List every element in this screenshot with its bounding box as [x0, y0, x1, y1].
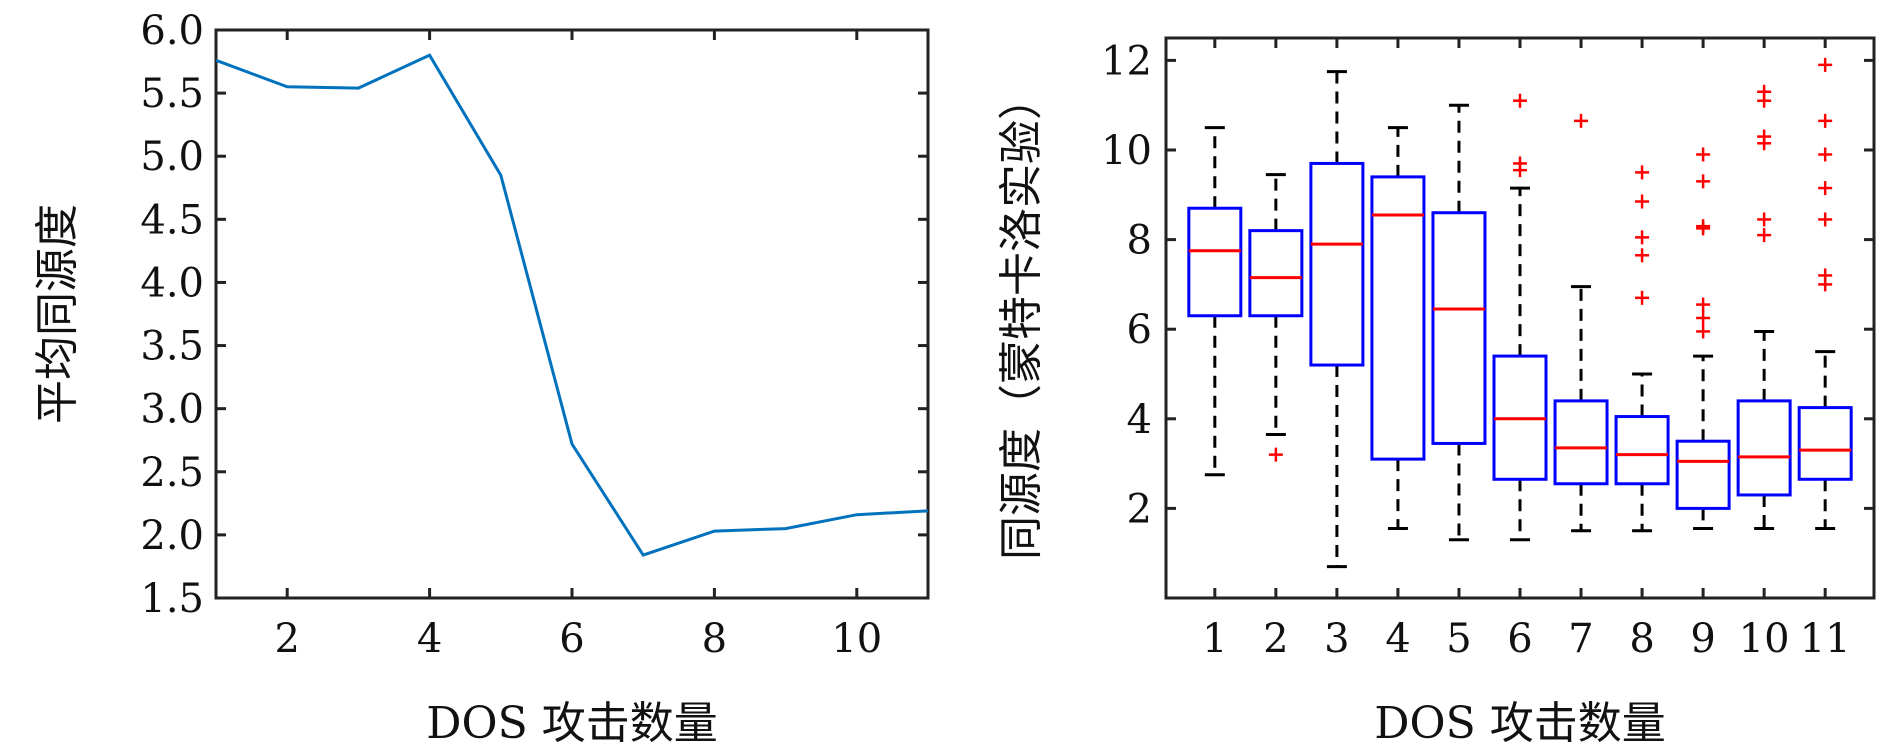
left-y-axis-label: 平均同源度 — [32, 204, 83, 424]
outlier-marker — [1696, 297, 1711, 312]
outlier-marker — [1513, 156, 1527, 171]
line-chart-panel: 1.5 2.0 2.5 3.0 3.5 4.0 4.5 5.0 5.5 6.0 2 4 6 8 10 DOS… — [32, 8, 930, 749]
x-tick-label: 7 — [1568, 616, 1593, 662]
iqr-box — [1736, 399, 1792, 497]
outlier-marker — [1757, 129, 1772, 144]
y-tick-label: 5.0 — [140, 134, 204, 180]
line-chart-plot-area — [214, 28, 930, 600]
right-x-axis-label: DOS 攻击数量 — [1374, 698, 1665, 749]
iqr-box — [1370, 175, 1426, 461]
x-tick-label: 4 — [1385, 616, 1410, 662]
outlier-marker — [1818, 147, 1833, 162]
x-tick-label: 8 — [1629, 616, 1654, 662]
y-tick-label: 8 — [1127, 218, 1152, 264]
outlier-marker — [1818, 181, 1833, 196]
y-tick-label: 2.0 — [140, 513, 204, 559]
y-tick-label: 3.0 — [140, 387, 204, 433]
box-group — [1553, 113, 1609, 533]
x-tick-label: 2 — [1263, 616, 1288, 662]
x-tick-label: 10 — [1739, 616, 1790, 662]
box-group — [1431, 103, 1487, 542]
y-tick-label: 1.5 — [140, 576, 204, 622]
x-tick-label: 4 — [417, 616, 442, 662]
left-x-axis-label: DOS 攻击数量 — [426, 698, 717, 749]
y-tick-label: 4.0 — [140, 260, 204, 306]
right-y-axis-label: 同源度（蒙特卡洛实验） — [996, 76, 1047, 560]
y-tick-label: 12 — [1101, 38, 1152, 84]
outlier-marker — [1696, 324, 1711, 339]
y-tick-label: 6.0 — [140, 8, 204, 54]
iqr-box — [1675, 439, 1731, 510]
iqr-box — [1614, 415, 1670, 486]
x-tick-label: 1 — [1202, 616, 1227, 662]
box-group — [1675, 147, 1731, 531]
x-tick-label: 2 — [274, 616, 299, 662]
outlier-marker — [1635, 248, 1650, 263]
outlier-marker — [1635, 230, 1650, 245]
outlier-marker — [1574, 113, 1589, 128]
box-group — [1187, 126, 1243, 477]
box-group — [1614, 165, 1670, 533]
y-tick-label: 4.5 — [140, 197, 204, 243]
x-tick-label: 5 — [1446, 616, 1471, 662]
x-tick-label: 6 — [559, 616, 584, 662]
iqr-box — [1553, 399, 1609, 486]
y-tick-label: 3.5 — [140, 324, 204, 370]
x-tick-label: 8 — [702, 616, 727, 662]
x-tick-label: 9 — [1690, 616, 1715, 662]
outlier-marker — [1818, 212, 1833, 227]
box-plot-area — [1164, 36, 1876, 600]
outlier-marker — [1818, 113, 1833, 128]
y-tick-label: 6 — [1127, 307, 1152, 353]
box-group — [1736, 84, 1792, 531]
line-series-average-homology — [215, 53, 929, 557]
iqr-box — [1187, 206, 1243, 318]
outlier-marker — [1818, 57, 1833, 72]
outlier-marker — [1696, 219, 1711, 234]
iqr-box — [1797, 406, 1853, 481]
box-group — [1248, 173, 1304, 462]
outlier-marker — [1635, 165, 1650, 180]
outlier-marker — [1696, 174, 1711, 189]
y-tick-label: 4 — [1127, 397, 1152, 443]
outlier-marker — [1818, 268, 1833, 283]
x-tick-label: 3 — [1324, 616, 1349, 662]
outlier-marker — [1513, 93, 1527, 108]
outlier-marker — [1757, 212, 1772, 227]
x-tick-label: 6 — [1507, 616, 1532, 662]
box-group — [1309, 70, 1365, 569]
box-group — [1492, 93, 1548, 542]
y-tick-label: 2.5 — [140, 450, 204, 496]
outlier-marker — [1268, 447, 1283, 462]
iqr-box — [1431, 211, 1487, 445]
outlier-marker — [1635, 290, 1650, 305]
y-tick-label: 2 — [1127, 486, 1152, 532]
outlier-marker — [1696, 311, 1711, 325]
outlier-marker — [1696, 147, 1711, 162]
outlier-marker — [1635, 194, 1650, 209]
y-tick-label: 10 — [1101, 128, 1152, 174]
outlier-marker — [1757, 228, 1772, 243]
x-tick-label: 11 — [1800, 616, 1851, 662]
outlier-marker — [1757, 84, 1772, 99]
x-tick-label: 10 — [831, 616, 882, 662]
iqr-box — [1309, 161, 1365, 367]
box-group — [1797, 57, 1853, 531]
iqr-box — [1248, 229, 1304, 318]
box-group — [1370, 126, 1426, 531]
y-tick-label: 5.5 — [140, 71, 204, 117]
